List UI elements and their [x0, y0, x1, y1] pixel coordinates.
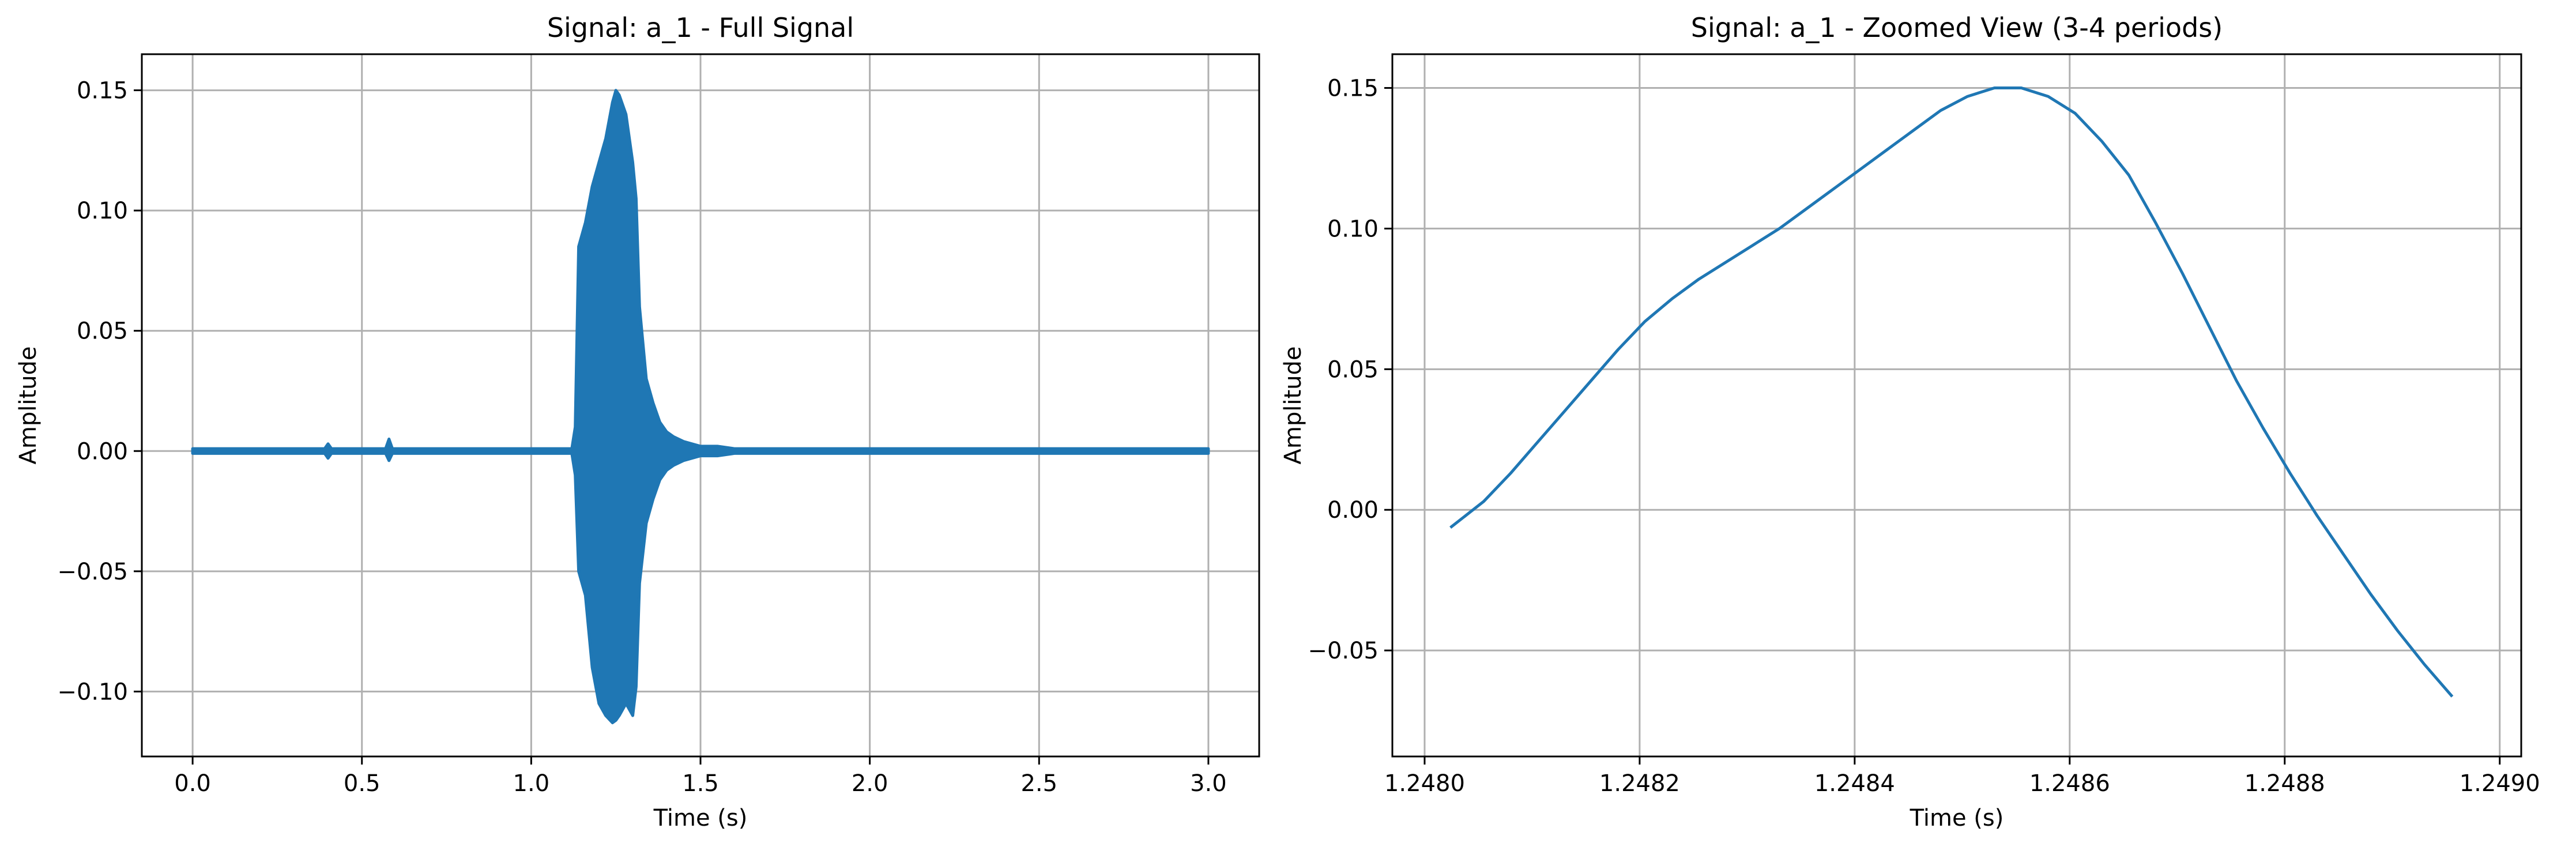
zoomed-view-panel: 1.2480 1.2482 1.2484 1.2486 1.2488 1.2490 −0.0…	[1280, 12, 2540, 831]
x-axis-label: Time (s)	[1910, 805, 2004, 831]
x-tick-label: 1.2490	[2460, 770, 2540, 797]
plot-area-frame	[1391, 53, 2522, 758]
y-tick-label: 0.05	[1327, 356, 1379, 383]
y-tick-label: 0.10	[77, 198, 128, 224]
x-tick-label: 1.2480	[1384, 770, 1465, 797]
x-tick-label: 1.2482	[1599, 770, 1680, 797]
chart-title: Signal: a_1 - Full Signal	[547, 12, 854, 43]
x-tick-label: 2.0	[852, 770, 888, 797]
y-tick-label: 0.00	[77, 438, 128, 465]
signal-line	[1449, 86, 2454, 698]
y-tick-label: −0.05	[1308, 638, 1379, 664]
y-tick-label: 0.05	[77, 318, 128, 345]
x-axis-label: Time (s)	[653, 805, 748, 831]
signal-waveform	[191, 89, 1210, 725]
x-tick-label: 1.0	[513, 770, 550, 797]
full-signal-panel: 0.0 0.5 1.0 1.5 2.0 2.5 3.0 −0.10 −0.05 0.00 0.05 0…	[15, 12, 1260, 831]
x-tick-label: 2.5	[1020, 770, 1057, 797]
x-tick-label: 3.0	[1190, 770, 1227, 797]
y-tick-label: 0.00	[1327, 497, 1379, 524]
series-layer	[191, 89, 1210, 725]
x-tick-label: 1.2484	[1814, 770, 1895, 797]
y-axis-label: Amplitude	[1280, 347, 1306, 465]
x-tick-label: 0.5	[344, 770, 381, 797]
y-axis-label: Amplitude	[15, 347, 42, 465]
grid	[1392, 54, 2521, 756]
y-tick-label: 0.15	[77, 78, 128, 104]
x-tick-label: 0.0	[174, 770, 211, 797]
y-tick-label: −0.10	[57, 679, 128, 705]
x-tick-label: 1.2486	[2029, 770, 2110, 797]
tick-layer: 0.0 0.5 1.0 1.5 2.0 2.5 3.0 −0.10 −0.05 0.00 0.05 0…	[57, 78, 1226, 797]
series-layer	[1449, 86, 2454, 698]
x-tick-label: 1.2488	[2244, 770, 2325, 797]
y-tick-label: −0.05	[57, 559, 128, 585]
chart-title: Signal: a_1 - Zoomed View (3-4 periods)	[1691, 12, 2223, 43]
tick-layer: 1.2480 1.2482 1.2484 1.2486 1.2488 1.2490 −0.0…	[1308, 76, 2540, 797]
y-tick-label: 0.15	[1327, 76, 1379, 102]
x-tick-label: 1.5	[682, 770, 719, 797]
y-tick-label: 0.10	[1327, 216, 1379, 242]
